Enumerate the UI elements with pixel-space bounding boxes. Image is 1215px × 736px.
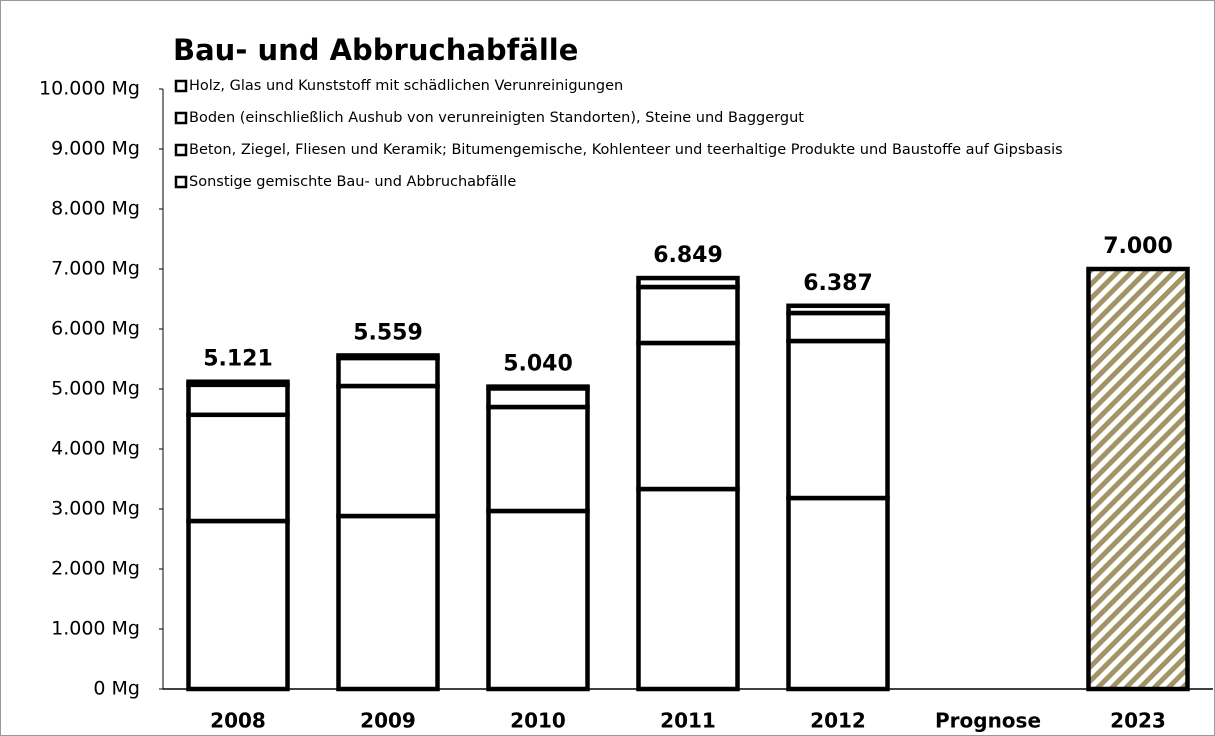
bar-segment [189, 385, 288, 415]
legend-label: Holz, Glas und Kunststoff mit schädliche… [189, 78, 623, 94]
legend-swatch [176, 177, 186, 187]
y-tick-label: 3.000 Mg [51, 498, 140, 520]
chart: Bau- und Abbruchabfälle 0 Mg 1.000 Mg 2.00… [0, 0, 1215, 736]
bar-segment [489, 388, 588, 407]
bar-segment [789, 306, 888, 313]
page: Bau- und Abbruchabfälle 0 Mg 1.000 Mg 2.00… [0, 0, 1215, 736]
legend-label: Beton, Ziegel, Fliesen und Keramik; Bitu… [189, 142, 1063, 158]
total-label: 7.000 [1103, 234, 1173, 259]
x-tick-label: 2008 [210, 709, 266, 733]
y-tick-label: 5.000 Mg [51, 378, 140, 400]
chart-title: Bau- und Abbruchabfälle [173, 33, 578, 67]
y-tick-label: 7.000 Mg [51, 258, 140, 280]
total-label: 5.121 [203, 347, 273, 372]
y-tick-label: 1.000 Mg [51, 618, 140, 640]
bar-segment [639, 343, 738, 489]
bar-segment [339, 516, 438, 689]
bar-segment [639, 489, 738, 689]
x-tick-label: 2010 [510, 709, 566, 733]
total-label: 5.559 [353, 320, 423, 345]
bar-segment [639, 278, 738, 287]
bar-segment [189, 382, 288, 385]
bar-segment [489, 511, 588, 689]
y-tick-label: 6.000 Mg [51, 318, 140, 340]
x-tick-label: 2012 [810, 709, 866, 733]
x-tick-label: 2023 [1110, 709, 1166, 733]
legend-label: Sonstige gemischte Bau- und Abbruchabfäl… [189, 174, 516, 190]
total-label: 6.849 [653, 243, 723, 268]
bar-segment [639, 287, 738, 343]
x-tick-label: Prognose [935, 709, 1041, 733]
y-tick-label: 4.000 Mg [51, 438, 140, 460]
bar-segment [489, 387, 588, 389]
bar-segment [789, 341, 888, 498]
legend-swatch [176, 145, 186, 155]
y-tick-label: 2.000 Mg [51, 558, 140, 580]
y-tick-label: 8.000 Mg [51, 198, 140, 220]
bar-segment [339, 355, 438, 358]
bar-segment [339, 386, 438, 516]
y-tick-label: 0 Mg [93, 678, 140, 700]
legend-swatch [176, 81, 186, 91]
bar-segment [489, 407, 588, 511]
bar-segment [789, 313, 888, 341]
bar-segment [1089, 269, 1188, 689]
y-tick-label: 10.000 Mg [39, 78, 140, 100]
total-label: 5.040 [503, 352, 573, 377]
x-tick-label: 2009 [360, 709, 416, 733]
y-tick-label: 9.000 Mg [51, 138, 140, 160]
bar-segment [189, 415, 288, 521]
bar-segment [789, 498, 888, 689]
legend-label: Boden (einschließlich Aushub von verunre… [189, 110, 804, 126]
legend-swatch [176, 113, 186, 123]
bar-segment [339, 358, 438, 386]
total-label: 6.387 [803, 271, 873, 296]
x-tick-label: 2011 [660, 709, 716, 733]
bar-segment [189, 521, 288, 689]
